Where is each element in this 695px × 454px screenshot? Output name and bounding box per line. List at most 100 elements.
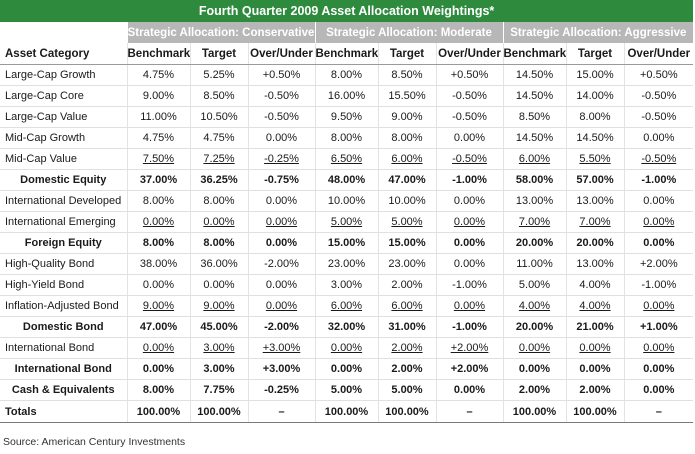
cell-over-under: 0.00% xyxy=(623,379,694,401)
column-header-asset-category: Asset Category xyxy=(0,43,127,65)
group-header-aggressive: Strategic Allocation: Aggressive xyxy=(502,22,694,43)
cell-over-under: -0.75% xyxy=(247,169,315,191)
cell-benchmark: 16.00% xyxy=(314,85,378,107)
underlined-value: 0.00% xyxy=(265,216,298,228)
table-row: Mid-Cap Growth 4.75% 4.75% 0.00% 8.00% 8.00% 0… xyxy=(0,127,694,149)
cell-target: 6.00% xyxy=(377,295,436,317)
row-label: Domestic Equity xyxy=(0,169,127,191)
cell-target: 4.75% xyxy=(189,127,248,149)
cell-benchmark: 11.00% xyxy=(502,253,566,275)
underlined-value: 0.00% xyxy=(203,216,235,228)
subtotal-row: Domestic Bond 47.00% 45.00% -2.00% 32.00% 31.… xyxy=(0,316,694,338)
table-row: International Developed 8.00% 8.00% 0.00% 10… xyxy=(0,190,694,212)
totals-row: Totals 100.00% 100.00% –100.00% 100.00% –100.… xyxy=(0,400,694,423)
cell-benchmark: 14.50% xyxy=(502,64,566,86)
cell-benchmark: 0.00% xyxy=(126,358,190,380)
cell-over-under: 0.00% xyxy=(435,379,503,401)
cell-over-under: +3.00% xyxy=(247,337,315,359)
row-label: Large-Cap Value xyxy=(0,106,127,128)
underlined-value: 7.25% xyxy=(203,153,235,165)
cell-over-under: -1.00% xyxy=(623,274,694,296)
cell-benchmark: 20.00% xyxy=(502,232,566,254)
cell-benchmark: 9.50% xyxy=(314,106,378,128)
underlined-value: 0.00% xyxy=(643,216,675,228)
cell-target: 5.25% xyxy=(189,64,248,86)
underlined-value: 9.00% xyxy=(142,300,175,312)
cell-over-under: -2.00% xyxy=(247,316,315,338)
cell-over-under: 0.00% xyxy=(435,211,503,233)
cell-benchmark: 6.00% xyxy=(314,295,378,317)
row-label: High-Yield Bond xyxy=(0,274,127,296)
column-header-over-under: Over/Under xyxy=(435,43,503,65)
subtotal-row: Cash & Equivalents 8.00% 7.75% -0.25% 5.00% 5… xyxy=(0,379,694,401)
cell-over-under: -1.00% xyxy=(435,274,503,296)
cell-benchmark: 8.50% xyxy=(502,106,566,128)
cell-over-under: -0.50% xyxy=(435,148,503,170)
underlined-value: 7.00% xyxy=(518,216,551,228)
cell-over-under: -0.50% xyxy=(623,85,694,107)
cell-target: 15.00% xyxy=(377,232,436,254)
cell-over-under: 0.00% xyxy=(623,211,694,233)
cell-target: 15.50% xyxy=(377,85,436,107)
table-row: International Emerging 0.00% 0.00% 0.00% 5.0… xyxy=(0,211,694,233)
cell-target: 10.50% xyxy=(189,106,248,128)
totals-benchmark: 100.00% xyxy=(314,400,378,423)
column-header-over-under: Over/Under xyxy=(247,43,315,65)
column-header-target: Target xyxy=(377,43,436,65)
row-label: Foreign Equity xyxy=(0,232,127,254)
table-row: Large-Cap Core 9.00% 8.50% -0.50% 16.00% 15.5… xyxy=(0,85,694,107)
underlined-value: 6.00% xyxy=(391,153,423,165)
cell-target: 23.00% xyxy=(377,253,436,275)
cell-over-under: 0.00% xyxy=(435,232,503,254)
cell-target: 9.00% xyxy=(189,295,248,317)
cell-over-under: +2.00% xyxy=(435,358,503,380)
row-label: Mid-Cap Growth xyxy=(0,127,127,149)
cell-target: 2.00% xyxy=(377,337,436,359)
cell-over-under: 0.00% xyxy=(247,232,315,254)
underlined-value: +3.00% xyxy=(262,342,301,354)
cell-benchmark: 13.00% xyxy=(502,190,566,212)
cell-over-under: -0.50% xyxy=(247,85,315,107)
cell-over-under: -0.25% xyxy=(247,148,315,170)
cell-benchmark: 8.00% xyxy=(126,190,190,212)
column-header-benchmark: Benchmark xyxy=(502,43,566,65)
cell-benchmark: 11.00% xyxy=(126,106,190,128)
cell-over-under: -0.25% xyxy=(247,379,315,401)
underlined-value: 0.00% xyxy=(330,342,363,354)
cell-benchmark: 5.00% xyxy=(502,274,566,296)
totals-target: 100.00% xyxy=(565,400,624,423)
cell-target: 57.00% xyxy=(565,169,624,191)
cell-benchmark: 0.00% xyxy=(314,358,378,380)
cell-target: 47.00% xyxy=(377,169,436,191)
cell-over-under: -1.00% xyxy=(435,169,503,191)
totals-label: Totals xyxy=(0,400,127,423)
cell-target: 0.00% xyxy=(189,274,248,296)
column-header-benchmark: Benchmark xyxy=(126,43,190,65)
underlined-value: 0.00% xyxy=(518,342,551,354)
cell-over-under: 0.00% xyxy=(247,190,315,212)
totals-target: 100.00% xyxy=(377,400,436,423)
cell-target: 8.00% xyxy=(565,106,624,128)
underlined-value: 4.00% xyxy=(579,300,611,312)
totals-over-under: – xyxy=(623,400,694,423)
cell-over-under: 0.00% xyxy=(247,295,315,317)
cell-over-under: 0.00% xyxy=(247,127,315,149)
cell-over-under: 0.00% xyxy=(623,358,694,380)
cell-benchmark: 2.00% xyxy=(502,379,566,401)
cell-benchmark: 14.50% xyxy=(502,85,566,107)
cell-benchmark: 47.00% xyxy=(126,316,190,338)
cell-over-under: +0.50% xyxy=(623,64,694,86)
cell-target: 31.00% xyxy=(377,316,436,338)
cell-benchmark: 0.00% xyxy=(502,337,566,359)
cell-target: 5.50% xyxy=(565,148,624,170)
cell-target: 8.00% xyxy=(189,232,248,254)
cell-target: 36.00% xyxy=(189,253,248,275)
underlined-value: +2.00% xyxy=(450,342,489,354)
table-row: High-Yield Bond 0.00% 0.00% 0.00% 3.00% 2.00%… xyxy=(0,274,694,296)
group-header-blank xyxy=(0,22,127,43)
underlined-value: 5.00% xyxy=(391,216,423,228)
cell-benchmark: 5.00% xyxy=(314,211,378,233)
underlined-value: 0.00% xyxy=(453,216,486,228)
cell-over-under: +0.50% xyxy=(435,64,503,86)
cell-benchmark: 15.00% xyxy=(314,232,378,254)
